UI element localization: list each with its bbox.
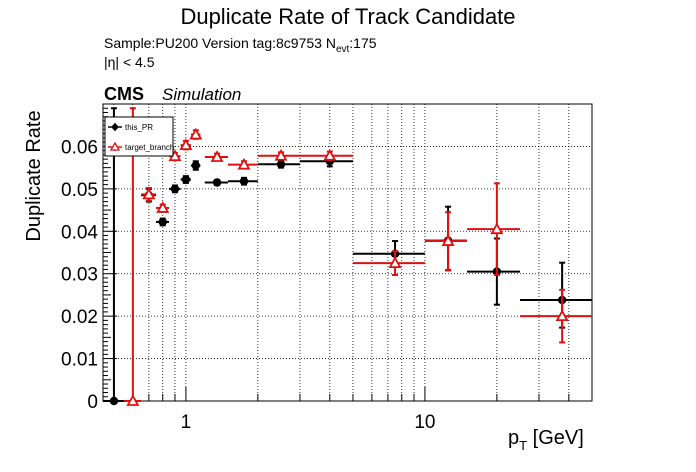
data-point xyxy=(170,184,180,194)
chart-title: Duplicate Rate of Track Candidate xyxy=(180,4,516,29)
y-tick-label: 0.03 xyxy=(61,265,98,286)
y-tick-label: 0.04 xyxy=(61,222,98,243)
y-tick-label: 0.02 xyxy=(61,307,98,328)
y-tick-label: 0.05 xyxy=(61,180,98,201)
data-point xyxy=(189,127,203,140)
data-point xyxy=(441,234,455,246)
data-point xyxy=(555,309,569,322)
data-point xyxy=(237,157,251,170)
legend-marker xyxy=(109,141,121,151)
grid xyxy=(103,104,592,401)
y-axis-label: Duplicate Rate xyxy=(23,110,45,241)
legend-label: this_PR xyxy=(125,123,153,132)
data-point xyxy=(156,201,170,213)
data-point xyxy=(142,187,156,200)
data-point xyxy=(158,217,167,227)
data-point xyxy=(191,161,200,170)
plot-frame xyxy=(102,103,593,402)
x-tick-label: 10 xyxy=(414,412,435,433)
eta-cut: |η| < 4.5 xyxy=(104,54,155,70)
x-label-unit: [GeV] xyxy=(527,427,584,449)
legend-marker xyxy=(112,124,118,130)
series-target_branch xyxy=(123,107,592,406)
data-point xyxy=(276,160,286,169)
nevt-value: :175 xyxy=(349,35,377,51)
cms-label: CMS xyxy=(104,84,144,104)
data-marks xyxy=(103,107,592,406)
y-tick-label: 0.06 xyxy=(61,137,98,158)
data-point xyxy=(490,222,504,235)
data-point xyxy=(210,150,224,162)
sample-line: Sample:PU200 Version tag:8c9753 N xyxy=(104,35,336,51)
y-tick-label: 0 xyxy=(87,392,98,413)
y-tick-label: 0.01 xyxy=(61,350,98,371)
nevt-subscript: evt xyxy=(335,43,350,55)
data-point xyxy=(212,178,222,187)
x-tick-label: 1 xyxy=(181,412,192,433)
legend-box xyxy=(104,116,174,157)
axes: 0 0.01 0.02 0.03 0.04 0.05 0.06 1 10 xyxy=(61,103,593,433)
sample-info: Sample:PU200 Version tag:8c9753 Nevt:175 xyxy=(104,35,377,55)
data-point xyxy=(388,256,402,269)
data-point xyxy=(126,394,140,406)
x-axis-label: pT [GeV] xyxy=(508,427,584,453)
data-point xyxy=(109,396,119,406)
simulation-label: Simulation xyxy=(162,85,242,104)
data-point xyxy=(179,138,193,151)
x-label-main: p xyxy=(508,427,519,449)
legend: this_PR target_branch xyxy=(104,116,174,157)
data-point xyxy=(181,175,191,184)
x-label-sub: T xyxy=(519,438,527,453)
data-point xyxy=(323,148,337,161)
data-point xyxy=(239,177,249,186)
data-point xyxy=(274,148,288,161)
legend-label: target_branch xyxy=(125,143,174,152)
